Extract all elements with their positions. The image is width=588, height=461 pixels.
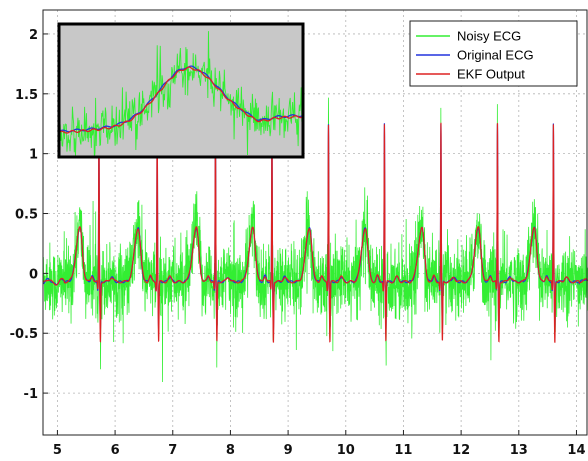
y-tick-label-2: 0 xyxy=(29,267,38,282)
inset-noisy-ecg xyxy=(59,31,303,157)
y-tick-label-4: 1 xyxy=(29,148,38,163)
x-tick-label-0: 5 xyxy=(53,443,62,458)
x-tick-label-9: 14 xyxy=(567,443,585,458)
x-tick-label-5: 10 xyxy=(337,443,355,458)
y-tick-label-1: -0.5 xyxy=(10,327,38,342)
x-tick-label-6: 11 xyxy=(394,443,412,458)
axes-box xyxy=(42,9,588,436)
axes-frame xyxy=(42,9,588,436)
x-tick-label-7: 12 xyxy=(452,443,470,458)
y-tick-label-6: 2 xyxy=(29,28,38,43)
legend: Noisy ECG Original ECG EKF Output xyxy=(409,20,578,87)
tick-labels: 5 6 7 8 9 10 11 12 13 14 -1 -0.5 0 0.5 1 1.5 2 xyxy=(10,28,586,458)
inset-ekf-output xyxy=(59,66,303,134)
legend-label-2: EKF Output xyxy=(457,67,525,82)
series-layer xyxy=(43,97,588,383)
x-tick-label-3: 8 xyxy=(226,443,235,458)
legend-label-0: Noisy ECG xyxy=(457,29,521,44)
y-tick-label-5: 1.5 xyxy=(15,88,38,103)
x-tick-label-2: 7 xyxy=(168,443,177,458)
legend-label-1: Original ECG xyxy=(457,48,534,63)
x-tick-label-4: 9 xyxy=(284,443,293,458)
y-tick-label-0: -1 xyxy=(24,387,38,402)
inset-zoom-panel xyxy=(57,22,305,159)
inset-series xyxy=(59,31,303,157)
inset-original-ecg xyxy=(59,65,303,133)
legend-box xyxy=(409,20,578,87)
y-tick-label-3: 0.5 xyxy=(15,208,38,223)
inset-border xyxy=(57,22,305,159)
x-tick-label-8: 13 xyxy=(510,443,528,458)
series-ekf-output xyxy=(43,122,588,343)
x-tick-label-1: 6 xyxy=(111,443,120,458)
